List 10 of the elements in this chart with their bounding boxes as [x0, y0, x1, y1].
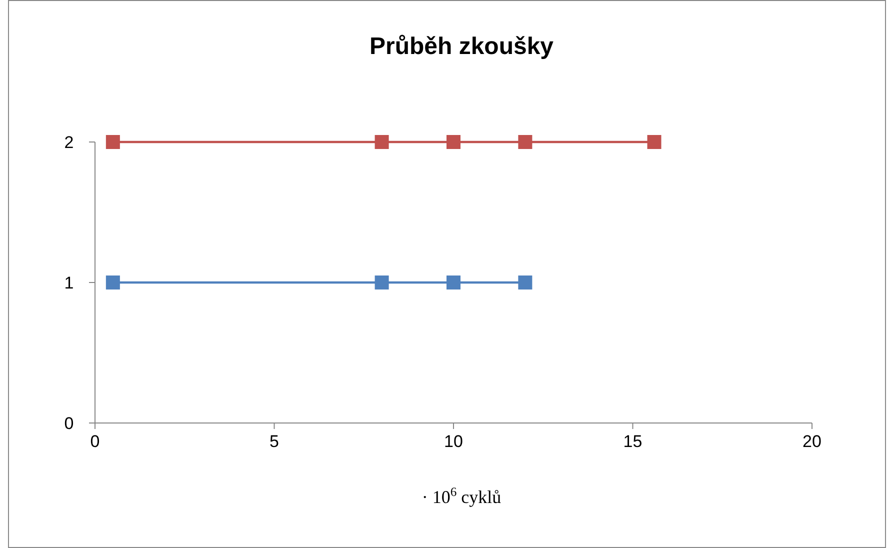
- y-tick-label: 0: [64, 414, 74, 433]
- x-axis-title: · 10$^{6}$ cyklů: [422, 485, 502, 507]
- x-tick-label: 20: [802, 432, 822, 451]
- x-tick-label: 0: [90, 432, 100, 451]
- y-tick-label: 2: [64, 132, 74, 152]
- chart-title: Průběh zkoušky: [369, 33, 554, 60]
- x-tick-label: 5: [270, 432, 279, 451]
- x-tick-label: 10: [444, 432, 463, 451]
- y-tick-label: 1: [64, 273, 74, 292]
- x-tick-label: 15: [623, 432, 642, 451]
